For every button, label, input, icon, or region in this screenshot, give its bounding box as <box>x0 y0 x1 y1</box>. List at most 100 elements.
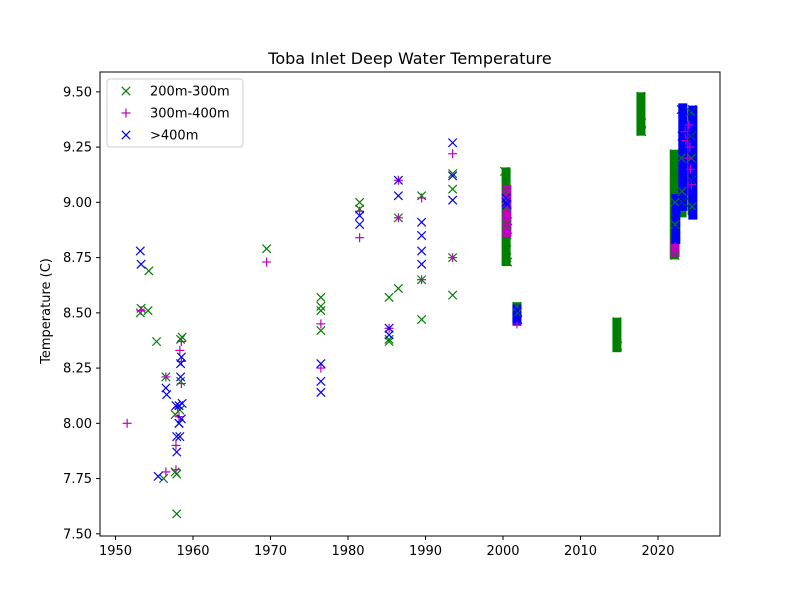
data-point <box>670 248 680 258</box>
data-point <box>384 330 394 340</box>
data-point <box>636 104 646 115</box>
data-point <box>503 219 513 229</box>
data-point <box>499 166 510 177</box>
data-point <box>393 213 403 223</box>
y-tick-label: 9.00 <box>63 196 92 211</box>
y-axis-ticks: 7.50 7.75 8.00 8.25 8.50 8.75 9.00 9.25 9.50 <box>63 85 100 542</box>
data-point <box>417 230 427 241</box>
y-tick-label: 8.25 <box>63 362 92 377</box>
data-point <box>448 171 458 181</box>
data-point <box>448 290 458 300</box>
data-point <box>316 292 326 302</box>
data-point <box>682 153 692 163</box>
legend-marker <box>121 130 131 140</box>
data-point <box>502 186 512 196</box>
data-point <box>513 314 523 325</box>
dense-marker-run <box>512 304 522 326</box>
data-point <box>384 323 394 333</box>
data-point <box>316 359 326 369</box>
x-tick-label: 2020 <box>641 544 674 559</box>
data-point <box>355 197 365 207</box>
data-point <box>262 244 272 254</box>
data-point <box>612 330 622 340</box>
data-point <box>172 431 182 442</box>
data-point <box>501 175 511 185</box>
data-point <box>122 418 132 428</box>
data-point <box>162 389 172 400</box>
data-point <box>172 469 182 479</box>
data-point <box>384 292 394 302</box>
data-point <box>688 175 698 185</box>
data-point <box>671 224 681 234</box>
data-point <box>171 440 181 450</box>
data-point <box>501 197 511 207</box>
data-point <box>676 104 686 115</box>
data-point <box>417 217 427 227</box>
axes-frame <box>99 71 721 537</box>
y-tick-label: 9.25 <box>63 141 92 156</box>
legend-label: >400m <box>150 129 198 144</box>
data-point <box>144 266 154 276</box>
legend: 200m-300m 300m-400m >400m <box>106 78 244 148</box>
data-point <box>316 301 326 311</box>
data-point <box>316 306 326 316</box>
x-tick-label: 1980 <box>331 544 364 559</box>
series-2 <box>135 104 698 481</box>
data-point <box>688 208 698 219</box>
chart-title: Toba Inlet Deep Water Temperature <box>267 49 551 68</box>
data-point <box>161 372 171 382</box>
data-point <box>448 149 458 159</box>
y-tick-label: 9.50 <box>63 85 92 100</box>
data-point <box>669 149 679 159</box>
data-point <box>153 471 163 481</box>
data-point <box>174 418 184 428</box>
data-point <box>177 398 187 409</box>
data-point <box>503 257 513 267</box>
data-point <box>384 336 394 347</box>
y-tick-label: 7.50 <box>63 527 92 542</box>
data-point <box>685 142 695 152</box>
data-point <box>316 325 326 336</box>
data-point <box>448 184 458 194</box>
data-point <box>171 465 181 475</box>
series-1 <box>122 120 696 477</box>
data-point <box>175 431 185 442</box>
x-tick-label: 1970 <box>254 544 287 559</box>
data-point <box>316 376 326 386</box>
data-point <box>175 372 186 382</box>
data-point <box>513 308 523 318</box>
data-point <box>637 127 647 137</box>
data-point <box>176 352 186 362</box>
x-tick-label: 1950 <box>99 544 132 559</box>
legend-label: 200m-300m <box>150 85 230 100</box>
data-point <box>384 334 394 344</box>
data-point <box>176 337 186 347</box>
legend-marker <box>121 86 131 96</box>
legend-box <box>106 78 244 148</box>
data-point <box>355 233 365 243</box>
y-axis-label: Temperature (C) <box>39 258 54 365</box>
data-point <box>393 283 403 294</box>
data-point <box>512 306 522 316</box>
data-point <box>503 228 513 238</box>
data-point <box>393 191 403 201</box>
data-point <box>176 414 186 424</box>
data-point <box>151 336 162 347</box>
data-point <box>355 219 365 230</box>
data-point <box>393 175 403 185</box>
x-tick-label: 2000 <box>486 544 519 559</box>
data-point <box>316 319 326 329</box>
data-point <box>417 275 427 285</box>
data-point <box>175 345 185 355</box>
y-tick-label: 7.75 <box>63 472 92 487</box>
data-point <box>177 332 187 342</box>
data-point <box>612 317 622 327</box>
x-tick-label: 1960 <box>176 544 209 559</box>
data-point <box>637 118 647 128</box>
data-point <box>355 210 365 221</box>
dense-marker-run <box>688 105 698 220</box>
x-axis-ticks: 1950 1960 1970 1980 1990 2000 2010 2020 <box>99 536 675 559</box>
data-point <box>687 104 697 115</box>
data-point <box>417 246 427 256</box>
